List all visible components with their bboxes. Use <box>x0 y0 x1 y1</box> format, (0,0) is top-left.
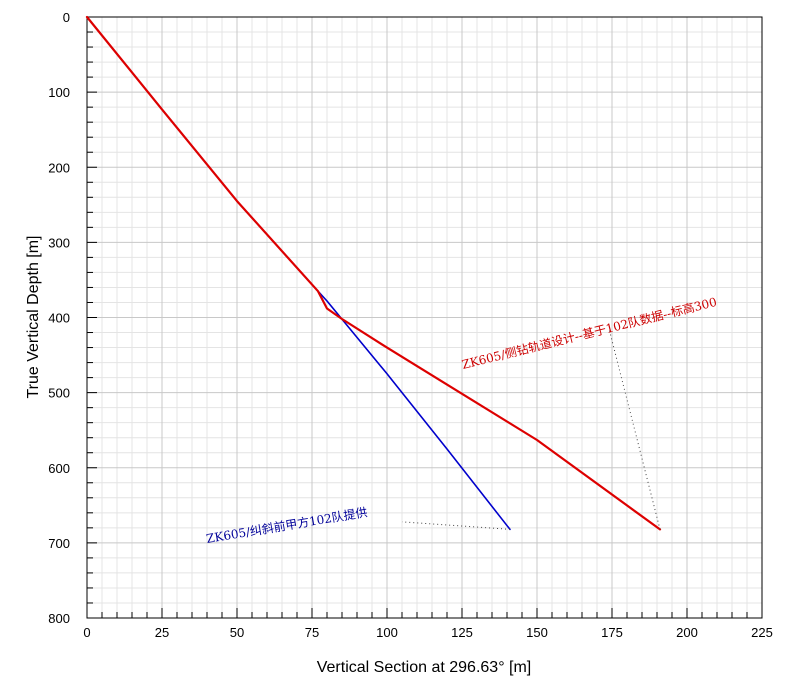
y-tick-label: 700 <box>48 536 70 551</box>
y-tick-label: 100 <box>48 85 70 100</box>
y-tick-label: 0 <box>63 10 70 25</box>
y-tick-label: 400 <box>48 311 70 326</box>
series-layer <box>85 15 662 531</box>
y-tick-label: 500 <box>48 386 70 401</box>
series-line-red <box>85 15 662 531</box>
y-tick-label: 300 <box>48 235 70 250</box>
y-tick-labels: 0 100 200 300 400 500 600 700 800 <box>48 10 70 626</box>
x-tick-label: 125 <box>451 625 473 640</box>
x-tick-label: 25 <box>155 625 169 640</box>
minor-ticks <box>86 16 763 619</box>
plot-frame <box>86 16 763 619</box>
y-axis-title: True Vertical Depth [m] <box>25 235 42 398</box>
x-tick-label: 225 <box>751 625 773 640</box>
annotation-leader-line <box>608 328 661 530</box>
x-tick-label: 100 <box>376 625 398 640</box>
x-tick-label: 175 <box>601 625 623 640</box>
x-tick-label: 150 <box>526 625 548 640</box>
x-tick-label: 50 <box>230 625 244 640</box>
y-tick-label: 800 <box>48 611 70 626</box>
x-tick-label: 75 <box>305 625 319 640</box>
y-tick-label: 200 <box>48 160 70 175</box>
x-tick-label: 0 <box>83 625 90 640</box>
major-grid <box>86 16 763 619</box>
x-tick-labels: 0 25 50 75 100 125 150 175 200 225 <box>83 625 772 640</box>
x-axis-title: Vertical Section at 296.63° [m] <box>317 659 532 676</box>
x-tick-label: 200 <box>676 625 698 640</box>
y-tick-label: 600 <box>48 461 70 476</box>
